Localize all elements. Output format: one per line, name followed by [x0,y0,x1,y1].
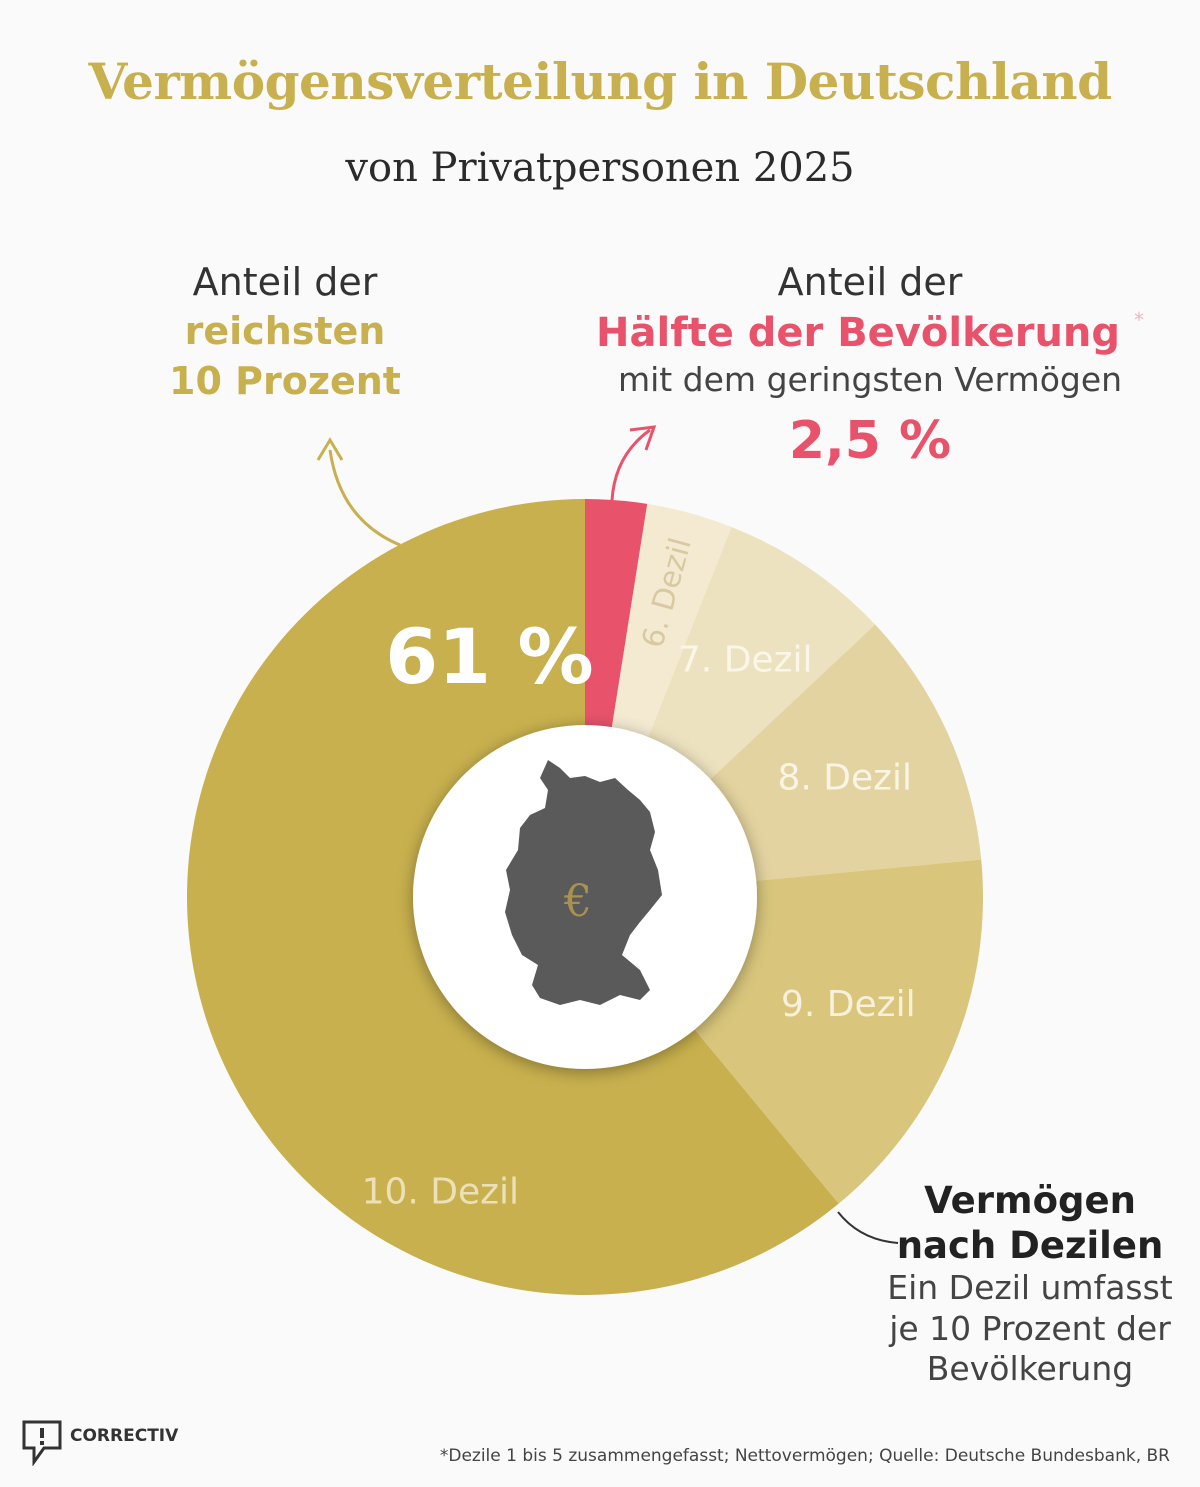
callout-bottom50-line2: Hälfte der Bevölkerung * [560,307,1180,359]
slice-label-6: 10. Dezil [362,1172,519,1213]
slice-value-label-6: 61 % [385,612,593,701]
arrow-bottom50-icon [610,428,651,501]
callout-top10-line1: Anteil der [192,260,378,304]
callout-top10: Anteil der reichsten 10 Prozent [130,258,440,406]
correctiv-logo-icon [22,1420,62,1466]
germany-map-icon [505,760,662,1005]
brand-logo: CORRECTIV [20,1418,178,1466]
legend-line3: Ein Dezil umfasst [887,1268,1173,1308]
callout-top10-line2: reichsten [184,309,386,354]
legend-line1: Vermögen [924,1179,1136,1222]
footer-source: *Dezile 1 bis 5 zusammengefasst; Nettove… [439,1446,1170,1466]
callout-bottom50: Anteil der Hälfte der Bevölkerung * mit … [560,258,1180,476]
callout-bottom50-line3: mit dem geringsten Vermögen [617,360,1123,400]
arrow-top10-icon [328,449,401,547]
callout-top10-line3: 10 Prozent [169,358,401,403]
slice-label-4: 8. Dezil [777,758,912,799]
slice-label-3: 7. Dezil [678,639,813,680]
page-title: Vermögensverteilung in Deutschland [88,52,1112,111]
callout-bottom50-line1: Anteil der [777,260,963,304]
legend-block: Vermögen nach Dezilen Ein Dezil umfasst … [860,1178,1200,1389]
page-subtitle: von Privatpersonen 2025 [345,145,855,191]
legend-line4: je 10 Prozent der [889,1308,1171,1348]
legend-pointer-icon [837,1211,899,1244]
legend-line5: Bevölkerung [926,1348,1134,1388]
arrow-top10-head-icon [316,437,344,461]
asterisk-mark: * [1133,308,1144,333]
callout-bottom50-line2-text: Hälfte der Bevölkerung [596,310,1121,357]
euro-symbol: € [563,876,592,927]
arrow-bottom50-head-icon [629,425,657,451]
brand-name: CORRECTIV [70,1426,179,1446]
callout-bottom50-value: 2,5 % [788,411,952,472]
legend-line2: nach Dezilen [896,1224,1164,1268]
slice-label-5: 9. Dezil [781,984,916,1025]
